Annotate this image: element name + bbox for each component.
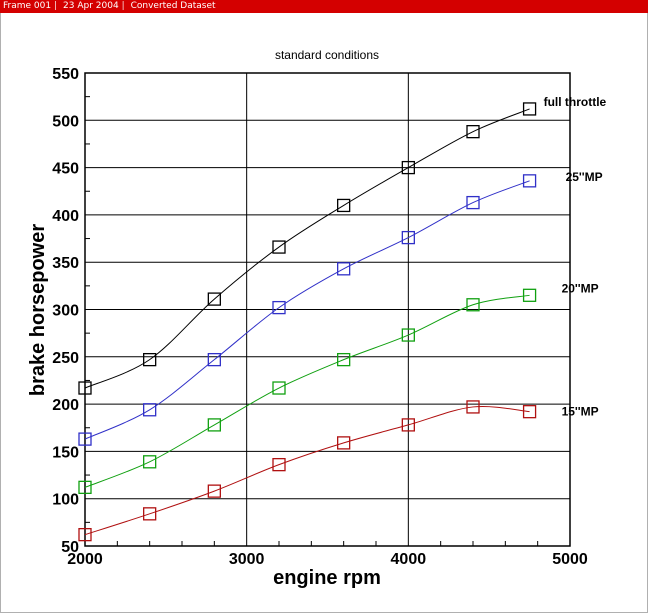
data-point [466, 400, 480, 414]
y-tick-label: 500 [52, 113, 79, 130]
data-point [78, 527, 92, 542]
data-point [143, 455, 157, 469]
data-point [272, 457, 286, 472]
y-tick-label: 50 [61, 539, 79, 556]
x-tick-labels: 2000 3000 4000 5000 [67, 551, 588, 568]
y-tick-label: 550 [52, 66, 79, 83]
data-point [143, 352, 157, 367]
series-labels: full throttle 25''MP 20''MP 15''MP [544, 95, 607, 419]
x-tick-label: 4000 [391, 551, 427, 568]
data-point [272, 240, 286, 254]
plot-border [84, 72, 571, 547]
series-line [84, 405, 530, 536]
data-point [207, 352, 221, 367]
data-point [466, 195, 480, 210]
x-tick-label: 2000 [67, 551, 103, 568]
data-point [207, 484, 221, 498]
data-point [207, 418, 221, 432]
data-point [78, 480, 92, 494]
data-point [337, 262, 351, 276]
data-point [272, 381, 286, 395]
series-label: full throttle [544, 95, 607, 109]
axes [84, 72, 571, 547]
data-point [207, 292, 221, 306]
window-title-bar: Frame 001 | 23 Apr 2004 | Converted Datase… [0, 0, 648, 13]
data-point [78, 432, 92, 446]
data-point [466, 298, 480, 312]
series-label: 25''MP [566, 170, 603, 184]
x-tick-label: 5000 [552, 551, 588, 568]
data-point [401, 328, 415, 342]
data-point [143, 507, 157, 521]
chart-title: standard conditions [275, 48, 379, 62]
y-tick-label: 200 [52, 397, 79, 414]
data-point [522, 174, 537, 188]
x-tick-label: 3000 [229, 551, 265, 568]
y-tick-label: 150 [52, 444, 79, 461]
data-point [78, 381, 92, 395]
data-point [337, 436, 351, 450]
series-line [84, 294, 530, 488]
data-point [401, 230, 415, 245]
data-point [337, 352, 351, 367]
dataset-label: Converted Dataset [130, 1, 216, 11]
data-point [337, 198, 351, 213]
x-axis-label: engine rpm [273, 567, 381, 589]
y-tick-label: 400 [52, 208, 79, 225]
date-label: 23 Apr 2004 [63, 1, 119, 11]
data-point [522, 405, 537, 419]
y-tick-label: 450 [52, 161, 79, 178]
data-point [272, 300, 286, 315]
data-point [466, 125, 480, 139]
data-point [522, 102, 537, 116]
series-label: 15''MP [562, 405, 599, 419]
frame-label: Frame 001 [3, 1, 52, 11]
y-tick-label: 300 [52, 303, 79, 320]
y-tick-label: 100 [52, 492, 79, 509]
y-tick-label: 350 [52, 255, 79, 272]
series-label: 20''MP [562, 281, 599, 295]
data-point [401, 418, 415, 432]
data-point [522, 288, 537, 302]
series-points [78, 102, 537, 542]
y-axis-label: brake horsepower [27, 224, 49, 397]
data-point [401, 160, 415, 175]
y-tick-label: 250 [52, 350, 79, 367]
data-point [143, 403, 157, 417]
y-tick-labels: 50 100 150 200 250 300 350 400 450 500 550 [52, 66, 79, 556]
